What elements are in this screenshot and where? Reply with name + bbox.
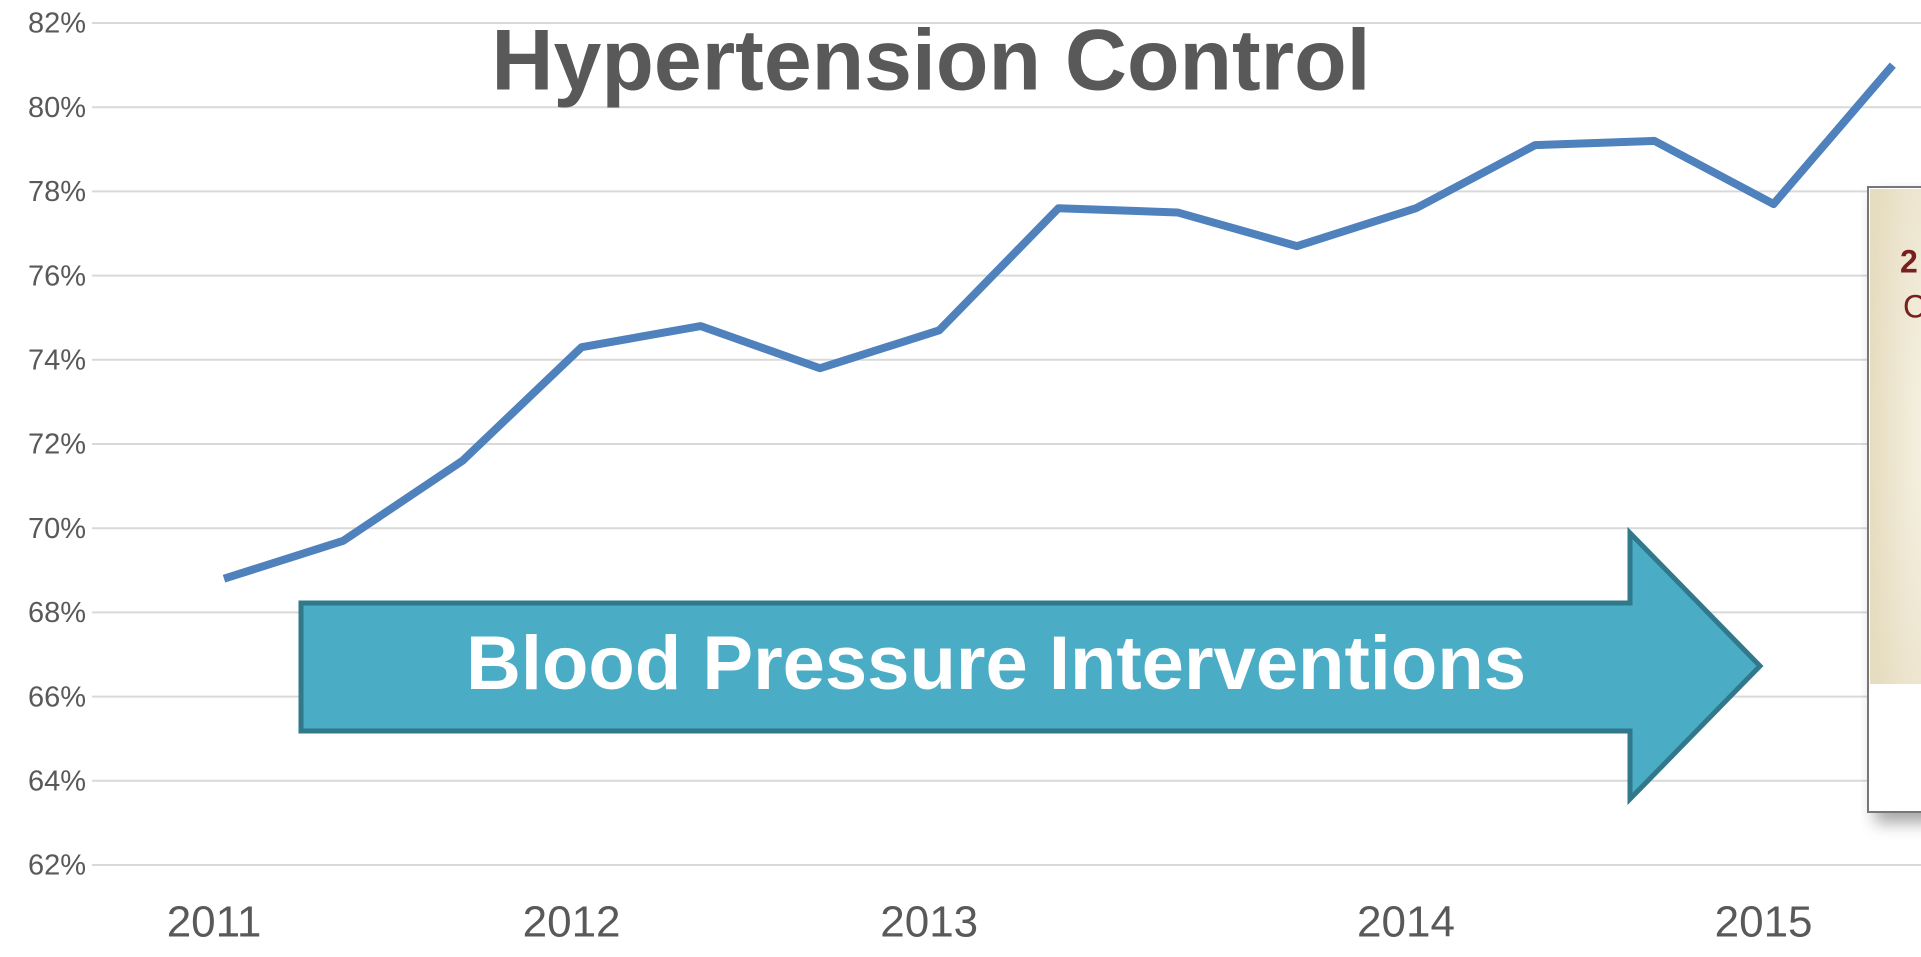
y-tick-label: 82% — [28, 8, 86, 40]
y-tick-label: 64% — [28, 765, 86, 797]
x-tick-label: 2014 — [1357, 898, 1455, 947]
plot — [222, 62, 1896, 583]
y-tick-label: 70% — [28, 513, 86, 545]
inset-text: 2 — [1900, 243, 1918, 279]
chart-title: Hypertension Control — [491, 13, 1370, 109]
arrow: Blood Pressure Interventions — [298, 526, 1764, 806]
x-tick-label: 2013 — [880, 898, 978, 947]
y-tick-label: 76% — [28, 260, 86, 292]
line-series — [222, 62, 1896, 583]
x-tick-label: 2011 — [167, 898, 262, 947]
y-tick-label: 80% — [28, 92, 86, 124]
inset-image — [1870, 189, 1921, 684]
inset-panel: 2 C — [1867, 186, 1921, 813]
y-tick-label: 62% — [28, 850, 86, 882]
y-tick-label: 68% — [28, 597, 86, 629]
y-tick-label: 74% — [28, 344, 86, 376]
y-tick-label: 66% — [28, 681, 86, 713]
arrow-shape — [298, 526, 1764, 806]
annotation: Blood Pressure Interventions — [466, 621, 1526, 706]
x-tick-label: 2015 — [1715, 898, 1813, 947]
y-tick-label: 78% — [28, 176, 86, 208]
y-tick-label: 72% — [28, 429, 86, 461]
inset-text: C — [1903, 288, 1921, 324]
x-tick-label: 2012 — [523, 898, 621, 947]
